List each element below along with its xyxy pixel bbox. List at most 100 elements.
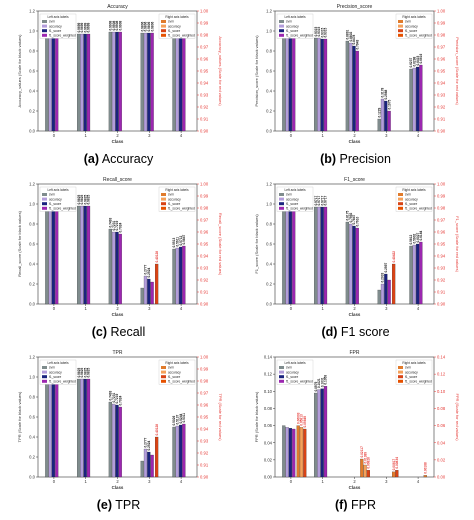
bar-value-label: 0.8478: [352, 35, 356, 45]
bar-value-label: 0.8175: [346, 211, 350, 221]
legend-label: svm: [286, 193, 292, 197]
y-tick-label: 0.6: [29, 242, 35, 247]
bar-accuracy: [175, 425, 179, 478]
bar-value-label: 0.9825: [87, 195, 91, 205]
caption-text: TPR: [112, 498, 141, 512]
y2-tick-label: 0.94: [200, 81, 209, 86]
legend-swatch: [42, 197, 47, 201]
chart-title: FPR: [350, 350, 360, 356]
bar-f1_score_weighted: [150, 32, 154, 132]
y-tick-label: 0.00: [264, 475, 273, 480]
x-axis-label: Class: [112, 485, 124, 490]
bar-svm: [345, 221, 350, 305]
y2-tick-label: 0.97: [437, 218, 446, 223]
y2-tick-label: 0.97: [200, 391, 209, 396]
y-tick-label: 0.06: [264, 423, 273, 428]
chart-svg: Precision_score 0.0 0.2 0.4 0.6 0.8 1.0 1.2 1.00…: [254, 4, 460, 144]
y2-tick-label: 0.08: [437, 406, 446, 411]
bar-value-label: 0.5244: [179, 414, 183, 424]
legend-label: f1_score: [286, 202, 298, 206]
y-axis-label: Recall_score (Scale for black values): [17, 210, 22, 276]
bar-f1_score_weighted: [86, 33, 91, 132]
chart-svg: TPR 0.0 0.2 0.4 0.6 0.8 1.0 1.2 1.00 0.99 0.98 0.97…: [17, 350, 223, 490]
bar-value-label: 0.9825: [83, 368, 87, 378]
y2-tick-label: 0.90: [200, 475, 209, 480]
caption-text: Accuracy: [99, 152, 154, 166]
bar-svm: [108, 401, 113, 478]
bar-value-label: 0.7219: [115, 394, 119, 404]
y2-tick-label: 0.91: [437, 117, 446, 122]
bar-value-label: 0.9717: [324, 196, 328, 206]
y2-tick-label: 0.98: [437, 33, 446, 38]
bar-value-label: 0.9908: [109, 21, 113, 31]
legend-title: Left axis labels: [284, 188, 305, 192]
y2-tick-label: 0.94: [200, 254, 209, 259]
y2-tick-label: 0.00: [437, 475, 446, 480]
bar-f1_score_weighted: [86, 205, 91, 305]
legend-swatch: [398, 197, 403, 201]
bar-f1_score: [384, 273, 388, 305]
bar-f1_score: [288, 31, 293, 132]
y2-tick-label: 0.96: [437, 57, 446, 62]
bar-f1_score: [115, 404, 119, 478]
bar-value-label: 0.9806: [147, 22, 151, 32]
bar-svm: [76, 378, 81, 478]
y2-tick-label: 0.95: [200, 415, 209, 420]
y-tick-label: 0.6: [266, 69, 272, 74]
bar-value-label: 0.7992: [349, 213, 353, 223]
legend-label: svm: [168, 20, 174, 24]
bar-accuracy: [349, 223, 353, 305]
legend-label: f1_score_weighted: [49, 34, 76, 38]
legend-swatch: [42, 375, 47, 379]
caption-text: Precision: [336, 152, 391, 166]
caption-text: F1 score: [337, 325, 390, 339]
y-tick-label: 0.8: [266, 49, 272, 54]
y-tick-label: 0.2: [266, 282, 272, 287]
bar-f1_score_weighted: [292, 428, 296, 478]
y2-tick-label: 1.00: [437, 182, 446, 187]
caption-letter: (e): [96, 498, 113, 512]
legend-swatch: [42, 20, 47, 23]
bar-right-svm: [392, 471, 396, 478]
legend-swatch: [161, 379, 166, 383]
bar-right-svm: [296, 425, 300, 478]
legend-swatch: [398, 193, 403, 196]
y2-tick-label: 0.97: [200, 218, 209, 223]
bar-value-label: 0.7847: [352, 215, 356, 225]
x-tick-label: 1: [85, 306, 88, 311]
y-tick-label: 1.2: [266, 182, 272, 187]
legend-label: svm: [286, 20, 292, 24]
bar-right-f1_score: [395, 470, 399, 478]
x-tick-label: 0: [290, 133, 293, 138]
y2-tick-label: 0.98: [437, 206, 446, 211]
bar-value-label: 0.6027: [416, 233, 420, 243]
bar-accuracy: [285, 204, 289, 305]
y2-tick-label: 0.96: [200, 57, 209, 62]
bar-accuracy: [349, 42, 353, 132]
panel-caption: (f) FPR: [237, 498, 474, 512]
chart-title: Recall_score: [103, 177, 132, 183]
legend-swatch: [279, 375, 284, 379]
bar-f1_score: [115, 31, 119, 132]
bar-f1_score_weighted: [292, 204, 296, 305]
bar-svm: [140, 287, 144, 305]
bar-svm: [377, 289, 381, 305]
x-axis-label: Class: [349, 139, 361, 144]
legend-title: Right axis labels: [165, 15, 189, 19]
legend-left: Left axis labelssvmaccuracyf1_scoref1_sc…: [276, 13, 314, 39]
bar-value-label: 0.00828: [367, 457, 371, 469]
y2-tick-label: 0.94: [200, 427, 209, 432]
bar-accuracy: [285, 31, 289, 132]
y-tick-label: 0.4: [29, 89, 35, 94]
chart-title: Precision_score: [337, 4, 373, 10]
bar-accuracy: [143, 448, 148, 478]
y-tick-label: 1.0: [266, 202, 272, 207]
legend-label: f1_score: [405, 29, 417, 33]
bar-svm: [282, 31, 286, 132]
bar-f1_score: [51, 378, 56, 478]
bar-f1_score_weighted: [118, 406, 122, 478]
bar-value-label: 0.5026: [172, 416, 176, 426]
panel-caption: (a) Accuracy: [0, 152, 237, 166]
y2-tick-label: 0.98: [200, 33, 209, 38]
y2-tick-label: 0.04: [437, 440, 446, 445]
